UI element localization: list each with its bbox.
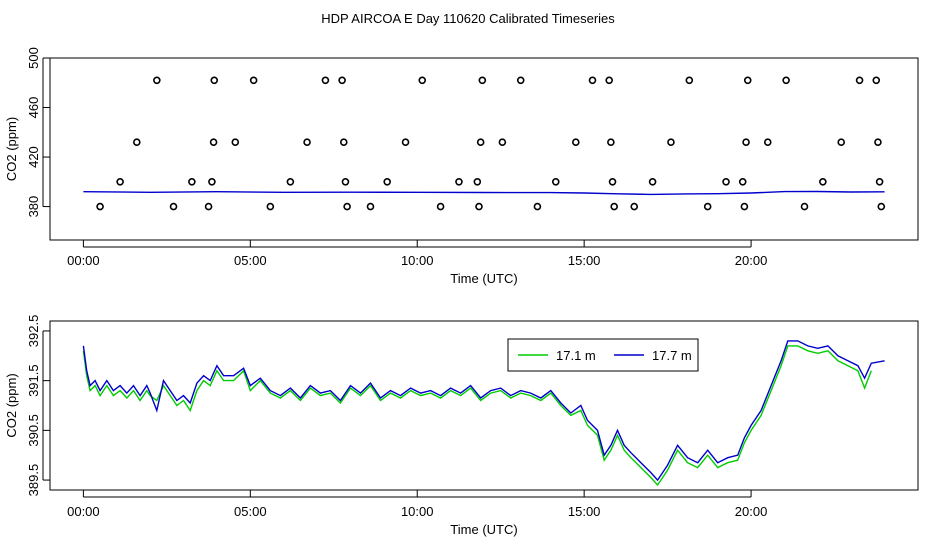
y-tick-label: 390.5 [26,414,41,447]
data-point [782,76,790,85]
y-tick-label: 460 [26,97,41,119]
x-tick-label: 00:00 [67,253,100,268]
figure-title: HDP AIRCOA E Day 110620 Calibrated Times… [321,11,615,26]
data-point [133,138,141,146]
data-point [588,76,597,85]
data-point [418,76,427,85]
data-point [169,202,178,211]
y-tick-label: 389.5 [26,464,41,497]
data-point [875,178,884,186]
data-point [738,178,747,186]
data-point [475,202,483,211]
data-point [249,76,258,85]
x-tick-label: 20:00 [735,504,768,519]
y-tick-label: 380 [26,196,41,218]
legend-entry: 17.7 m [652,348,692,363]
data-point [455,178,463,186]
data-point [740,202,749,211]
x-tick-label: 10:00 [401,253,434,268]
data-point [608,178,617,186]
data-point [436,202,445,211]
data-point [208,178,216,186]
data-point [630,202,639,211]
legend-entry: 17.1 m [556,348,596,363]
data-point [343,202,351,211]
data-point [266,202,275,211]
data-point [648,178,657,186]
data-point [667,138,675,146]
x-tick-label: 00:00 [67,504,100,519]
x-tick-label: 15:00 [568,253,601,268]
data-point [516,76,525,85]
data-point [800,202,809,211]
x-tick-label: 15:00 [568,504,601,519]
data-point [837,138,846,146]
data-point [572,138,580,146]
data-point [703,202,712,211]
x-axis-label: Time (UTC) [450,522,517,537]
data-point [210,76,219,85]
data-point [286,178,295,186]
x-tick-label: 10:00 [401,504,434,519]
y-tick-label: 392.5 [26,315,41,348]
x-tick-label: 20:00 [735,253,768,268]
data-point [551,178,560,186]
series-line-17-7-m [82,340,885,482]
data-point [303,138,311,146]
x-tick-label: 05:00 [234,504,267,519]
data-point [877,202,886,211]
data-point [478,76,487,85]
data-point [498,138,507,146]
data-point [338,76,346,85]
data-point [763,138,772,146]
data-point [722,178,730,186]
y-axis-label: CO2 (ppm) [4,117,19,181]
data-point [153,76,161,85]
data-point [188,178,196,186]
x-tick-label: 05:00 [234,253,267,268]
y-tick-label: 500 [26,47,41,69]
data-point [476,138,485,146]
y-axis-label: CO2 (ppm) [4,373,19,437]
series-line-17-1-m [82,345,872,487]
data-point [383,178,391,186]
plot-frame [49,320,919,491]
data-point [96,202,104,211]
y-tick-label: 391.5 [26,364,41,397]
data-point [321,76,330,85]
data-point [685,76,694,85]
data-point [473,178,482,186]
plot-frame [49,57,919,241]
data-point [366,202,375,211]
data-point [341,178,350,186]
data-point [116,178,124,186]
data-point [855,76,864,85]
data-point [610,202,619,211]
data-point [339,138,348,146]
x-axis-label: Time (UTC) [450,271,517,286]
data-point [533,202,542,211]
data-point [204,202,213,211]
data-point [401,138,410,146]
data-point [607,138,615,146]
data-point [742,138,750,146]
data-point [743,76,752,85]
data-point [872,76,881,85]
top-chart: 00:00 05:00 10:00 15:00 20:00 380 420 460 500 Tim… [4,47,919,286]
data-point [209,138,218,146]
data-point [819,178,827,186]
data-point [231,138,240,146]
series-line [83,190,885,196]
bottom-chart: 00:00 05:00 10:00 15:00 20:00 389.5 390.5 391.5… [4,315,919,537]
data-point [874,138,882,146]
data-point [605,76,613,85]
y-tick-label: 420 [26,146,41,168]
